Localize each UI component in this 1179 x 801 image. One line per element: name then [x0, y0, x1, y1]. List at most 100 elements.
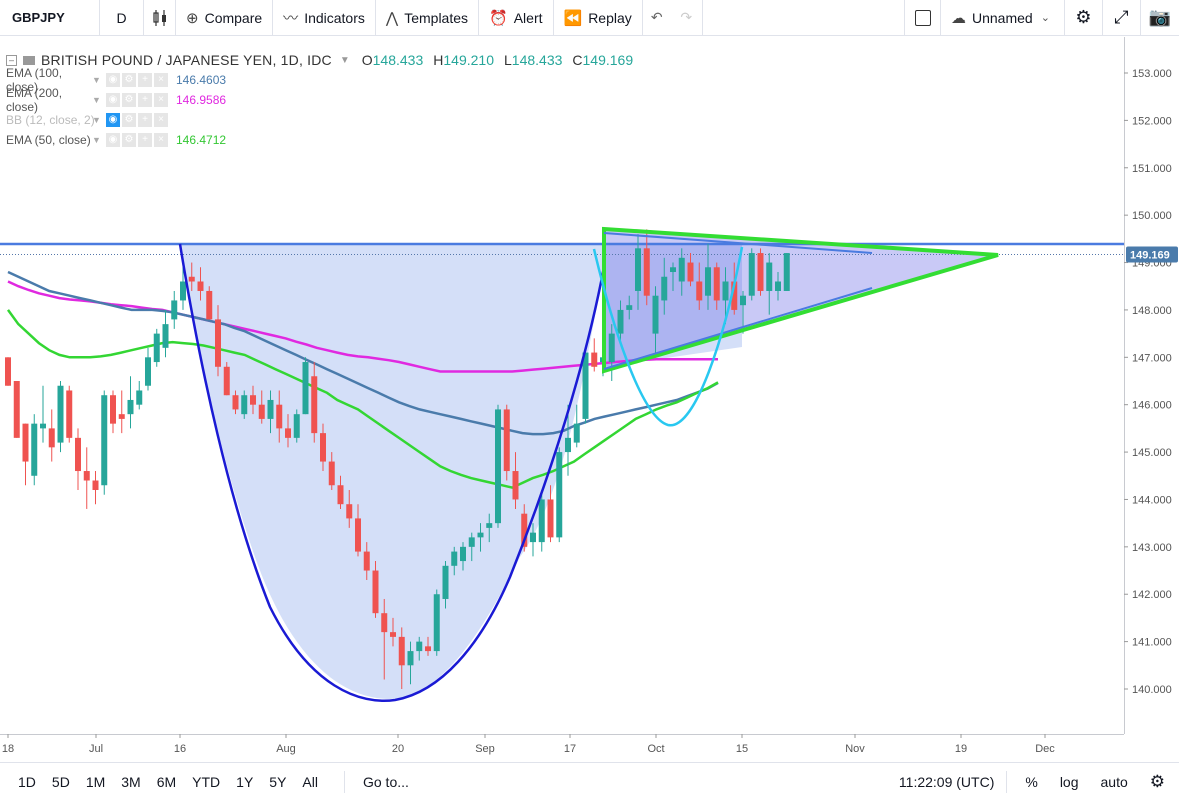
candle [407, 641, 414, 685]
chart-settings-button[interactable]: ⚙ [1136, 772, 1179, 792]
eye-icon[interactable]: ◉ [106, 73, 120, 87]
candle-body [565, 437, 571, 453]
time-tick-label: 17 [564, 743, 576, 755]
range-button-all[interactable]: All [302, 774, 318, 790]
candle [57, 381, 64, 453]
study-row-bb[interactable]: BB (12, close, 2) ▼ ◉ ⚙ + × [6, 110, 633, 130]
range-button-5d[interactable]: 5D [51, 774, 70, 790]
candle [670, 262, 676, 291]
candle [512, 452, 519, 509]
percent-toggle[interactable]: % [1007, 774, 1045, 790]
candle [337, 475, 344, 509]
plus-icon[interactable]: + [138, 93, 152, 107]
time-tick-label: 18 [2, 743, 14, 755]
log-label: log [1059, 774, 1079, 790]
undo-icon: ↶ [650, 9, 663, 25]
candle [398, 627, 405, 689]
range-button-3m[interactable]: 3M [121, 774, 141, 790]
study-row-ema50[interactable]: EMA (50, close) ▼ ◉ ⚙ + × 146.4712 [6, 130, 633, 150]
candle-body [425, 646, 431, 652]
clock-readout[interactable]: 11:22:09 (UTC) [891, 771, 1008, 793]
candle [416, 636, 423, 661]
candle-body [766, 262, 773, 291]
close-icon[interactable]: × [154, 133, 168, 147]
candle [162, 309, 169, 358]
gear-icon[interactable]: ⚙ [122, 73, 136, 87]
candle-body [468, 537, 475, 547]
candle-body [705, 267, 711, 296]
collapse-icon[interactable]: – [6, 54, 17, 66]
handle-curve [592, 246, 744, 427]
fullscreen-button[interactable]: ⤢ [1103, 0, 1141, 36]
candle-body [678, 257, 685, 282]
range-button-1m[interactable]: 1M [85, 774, 106, 790]
candle [678, 248, 685, 296]
eye-icon[interactable]: ◉ [106, 113, 120, 127]
templates-button[interactable]: ⋀ Templates [376, 0, 480, 36]
close-icon[interactable]: × [154, 73, 168, 87]
snapshot-button[interactable]: 📷 [1141, 0, 1179, 36]
chart-area[interactable]: 153.000 152.000 151.000 150.000 149.000 148.0… [0, 37, 1179, 762]
square-icon [914, 9, 931, 26]
triangle-fill [604, 229, 998, 371]
indicators-button[interactable]: 〰 Indicators [273, 0, 376, 36]
log-toggle[interactable]: log [1046, 774, 1087, 790]
fullscreen-layout-button[interactable] [905, 0, 941, 36]
candle-body [460, 546, 466, 562]
compare-button[interactable]: ⊕ Compare [176, 0, 274, 36]
range-button-6m[interactable]: 6M [156, 774, 177, 790]
price-chart[interactable]: 153.000152.000151.000150.000149.000148.0… [0, 37, 1179, 762]
candle-body [153, 333, 160, 363]
close-icon[interactable]: × [154, 113, 168, 127]
low-value: 148.433 [511, 52, 563, 68]
range-button-5y[interactable]: 5Y [269, 774, 287, 790]
candle-body [390, 632, 396, 637]
plus-icon[interactable]: + [138, 113, 152, 127]
chevron-down-icon[interactable]: ▼ [92, 115, 101, 125]
time-tick-label: Nov [845, 743, 865, 755]
eye-icon[interactable]: ◉ [106, 93, 120, 107]
study-row-ema200[interactable]: EMA (200, close) ▼ ◉ ⚙ + × 146.9586 [6, 86, 633, 114]
candle-body [783, 253, 790, 291]
chevron-down-icon[interactable]: ▼ [92, 95, 101, 105]
ema200-line [7, 280, 718, 373]
chevron-down-icon[interactable]: ▼ [339, 54, 350, 66]
study-row-ema100[interactable]: EMA (100, close) ▼ ◉ ⚙ + × 146.4603 [6, 66, 633, 94]
chevron-down-icon[interactable]: ▼ [92, 75, 101, 85]
range-button-1y[interactable]: 1Y [236, 774, 254, 790]
candle [22, 423, 29, 486]
layout-name-button[interactable]: ☁ Unnamed ⌄ [941, 0, 1065, 36]
range-button-1d[interactable]: 1D [18, 774, 36, 790]
interval-label: D [116, 9, 127, 26]
triangle-pattern [602, 226, 999, 374]
undo-button[interactable]: ↶ [643, 0, 671, 36]
alert-button[interactable]: ⏰ Alert [479, 0, 554, 36]
candle-body [118, 414, 125, 419]
plus-icon[interactable]: + [138, 73, 152, 87]
candle [547, 485, 554, 543]
goto-button[interactable]: Go to... [343, 771, 417, 793]
range-button-ytd[interactable]: YTD [192, 774, 221, 790]
chart-style-button[interactable] [144, 0, 176, 36]
candle [206, 286, 213, 320]
chevron-down-icon[interactable]: ▼ [92, 135, 101, 145]
eye-icon[interactable]: ◉ [106, 133, 120, 147]
replay-button[interactable]: ⏪ Replay [554, 0, 643, 36]
gear-icon[interactable]: ⚙ [122, 133, 136, 147]
redo-button[interactable]: ↷ [671, 0, 703, 36]
candle-body [433, 594, 440, 652]
candle [346, 489, 353, 528]
study-buttons: ◉ ⚙ + × [106, 93, 168, 107]
price-tick-label: 150.000 [1132, 210, 1172, 222]
interval-button[interactable]: D [100, 0, 144, 36]
price-tick-label: 144.000 [1132, 494, 1172, 506]
plus-icon[interactable]: + [138, 133, 152, 147]
candle [381, 598, 388, 680]
close-icon[interactable]: × [154, 93, 168, 107]
settings-button[interactable]: ⚙ [1065, 0, 1103, 36]
symbol-search-button[interactable]: GBPJPY [0, 0, 100, 36]
gear-icon[interactable]: ⚙ [122, 93, 136, 107]
auto-toggle[interactable]: auto [1087, 774, 1136, 790]
candle-body [293, 414, 300, 438]
gear-icon[interactable]: ⚙ [122, 113, 136, 127]
